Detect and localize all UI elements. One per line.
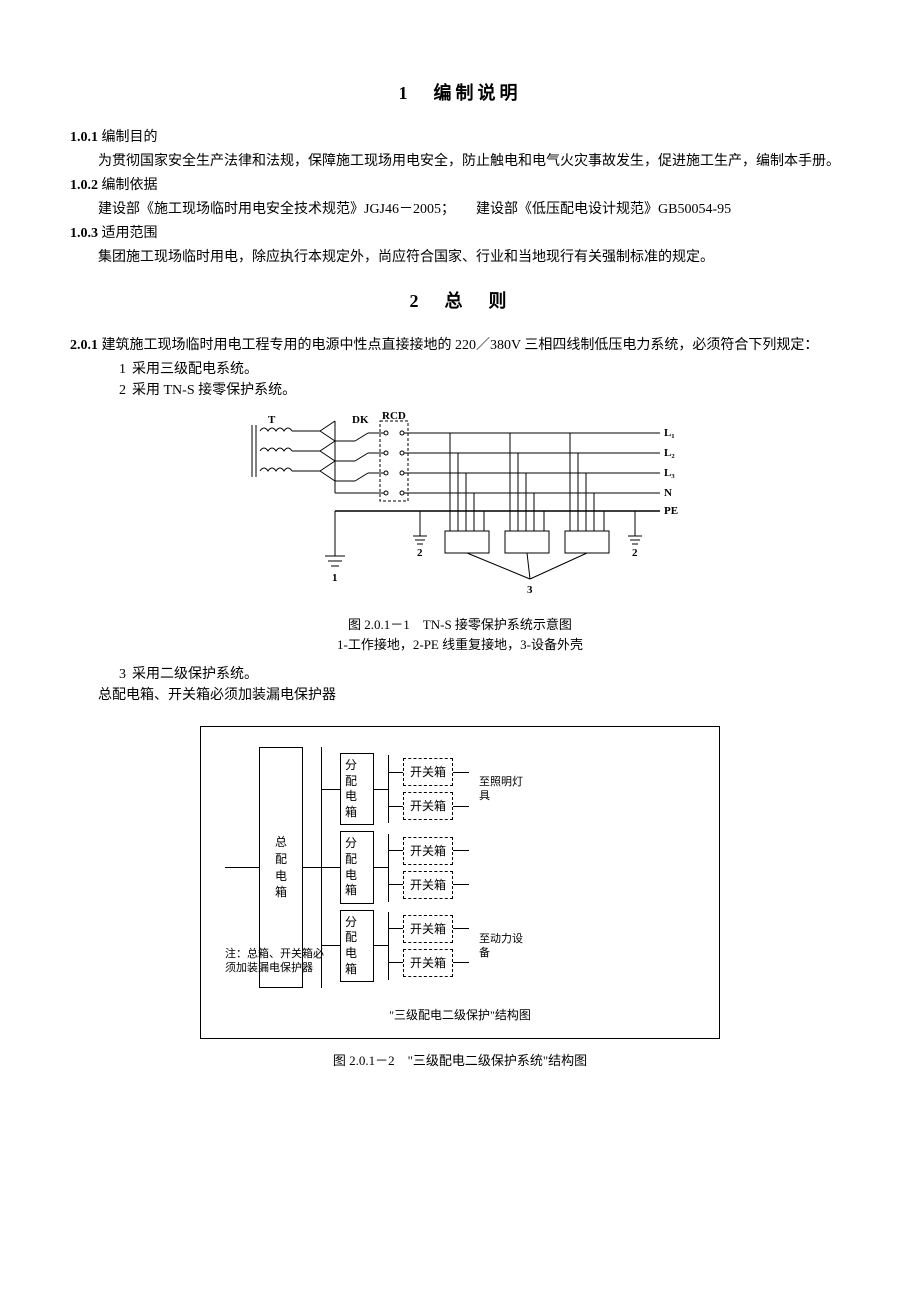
label-103: 适用范围 <box>102 226 158 241</box>
switch-3a: 开关箱 <box>403 915 453 943</box>
sub3-text: 分配电箱 <box>345 915 357 977</box>
label-101: 编制目的 <box>102 130 158 145</box>
lbl-DK: DK <box>352 414 369 426</box>
lbl-RCD: RCD <box>382 411 406 422</box>
list-item-2: 2采用 TN-S 接零保护系统。 <box>70 380 850 401</box>
section-1-title: 1 编制说明 <box>70 80 850 107</box>
figure-2-frame: 总配电箱 分配电箱 开关箱 开关箱 至照明灯具 分配电箱 开关箱 <box>200 726 720 1039</box>
switch-2b: 开关箱 <box>403 871 453 899</box>
sub-box-1: 分配电箱 <box>340 753 374 825</box>
num-201: 2.0.1 <box>70 338 98 353</box>
annot-2b: 2 <box>632 547 638 559</box>
li1-text: 采用三级配电系统。 <box>132 362 258 377</box>
num-103: 1.0.3 <box>70 226 98 241</box>
switch-1b: 开关箱 <box>403 792 453 820</box>
bd-inner-caption: "三级配电二级保护"结构图 <box>225 1006 695 1024</box>
body-103: 集团施工现场临时用电，除应执行本规定外，尚应符合国家、行业和当地现行有关强制标准… <box>70 247 850 268</box>
switch-3b: 开关箱 <box>403 949 453 977</box>
body-101: 为贯彻国家安全生产法律和法规，保障施工现场用电安全，防止触电和电气火灾事故发生，… <box>70 151 850 172</box>
extra-line: 总配电箱、开关箱必须加装漏电保护器 <box>70 685 850 706</box>
lbl-L3: L₃ <box>664 467 675 479</box>
fig1-caption: 图 2.0.1－1 TN-S 接零保护系统示意图 <box>70 615 850 635</box>
annot-2a: 2 <box>417 547 423 559</box>
num-102: 1.0.2 <box>70 178 98 193</box>
body-102: 建设部《施工现场临时用电安全技术规范》JGJ46－2005； 建设部《低压配电设… <box>70 199 850 220</box>
switch-1a: 开关箱 <box>403 758 453 786</box>
sub-box-2: 分配电箱 <box>340 831 374 903</box>
lbl-L1: L₁ <box>664 427 675 439</box>
entry-103: 1.0.3 适用范围 <box>70 223 850 244</box>
entry-102: 1.0.2 编制依据 <box>70 175 850 196</box>
fig1-legend: 1-工作接地，2-PE 线重复接地，3-设备外壳 <box>70 635 850 655</box>
sub-box-3: 分配电箱 <box>340 910 374 982</box>
bd-note: 注：总箱、开关箱必须加装漏电保护器 <box>225 947 325 976</box>
num-101: 1.0.1 <box>70 130 98 145</box>
right-label-top: 至照明灯具 <box>479 775 523 804</box>
figure-1: T DK RCD L₁ L₂ L₃ N PE 1 2 2 3 图 2.0.1－1… <box>70 411 850 654</box>
lbl-N: N <box>664 487 672 499</box>
entry-201: 2.0.1 建筑施工现场临时用电工程专用的电源中性点直接接地的 220／380V… <box>70 335 850 356</box>
annot-3: 3 <box>527 584 533 596</box>
lbl-PE: PE <box>664 505 678 517</box>
lbl-L2: L₂ <box>664 447 675 459</box>
annot-1: 1 <box>332 572 338 584</box>
li3-text: 采用二级保护系统。 <box>132 667 258 682</box>
main-box-text: 总配电箱 <box>275 834 287 901</box>
sub2-text: 分配电箱 <box>345 836 357 898</box>
list-item-3: 3采用二级保护系统。 <box>70 664 850 685</box>
switch-2a: 开关箱 <box>403 837 453 865</box>
circuit-svg: T DK RCD L₁ L₂ L₃ N PE 1 2 2 3 <box>240 411 680 611</box>
list-item-1: 1采用三级配电系统。 <box>70 359 850 380</box>
right-label-bottom-text: 至动力设备 <box>479 932 523 961</box>
sub1-text: 分配电箱 <box>345 758 357 820</box>
body-201: 建筑施工现场临时用电工程专用的电源中性点直接接地的 220／380V 三相四线制… <box>102 338 819 353</box>
section-2-title: 2 总 则 <box>70 288 850 315</box>
li2-text: 采用 TN-S 接零保护系统。 <box>132 383 296 398</box>
right-label-top-text: 至照明灯具 <box>479 775 523 804</box>
entry-101: 1.0.1 编制目的 <box>70 127 850 148</box>
right-label-bottom: 至动力设备 <box>479 932 523 961</box>
fig2-caption: 图 2.0.1－2 "三级配电二级保护系统"结构图 <box>70 1051 850 1071</box>
lbl-T: T <box>268 414 276 426</box>
label-102: 编制依据 <box>102 178 158 193</box>
